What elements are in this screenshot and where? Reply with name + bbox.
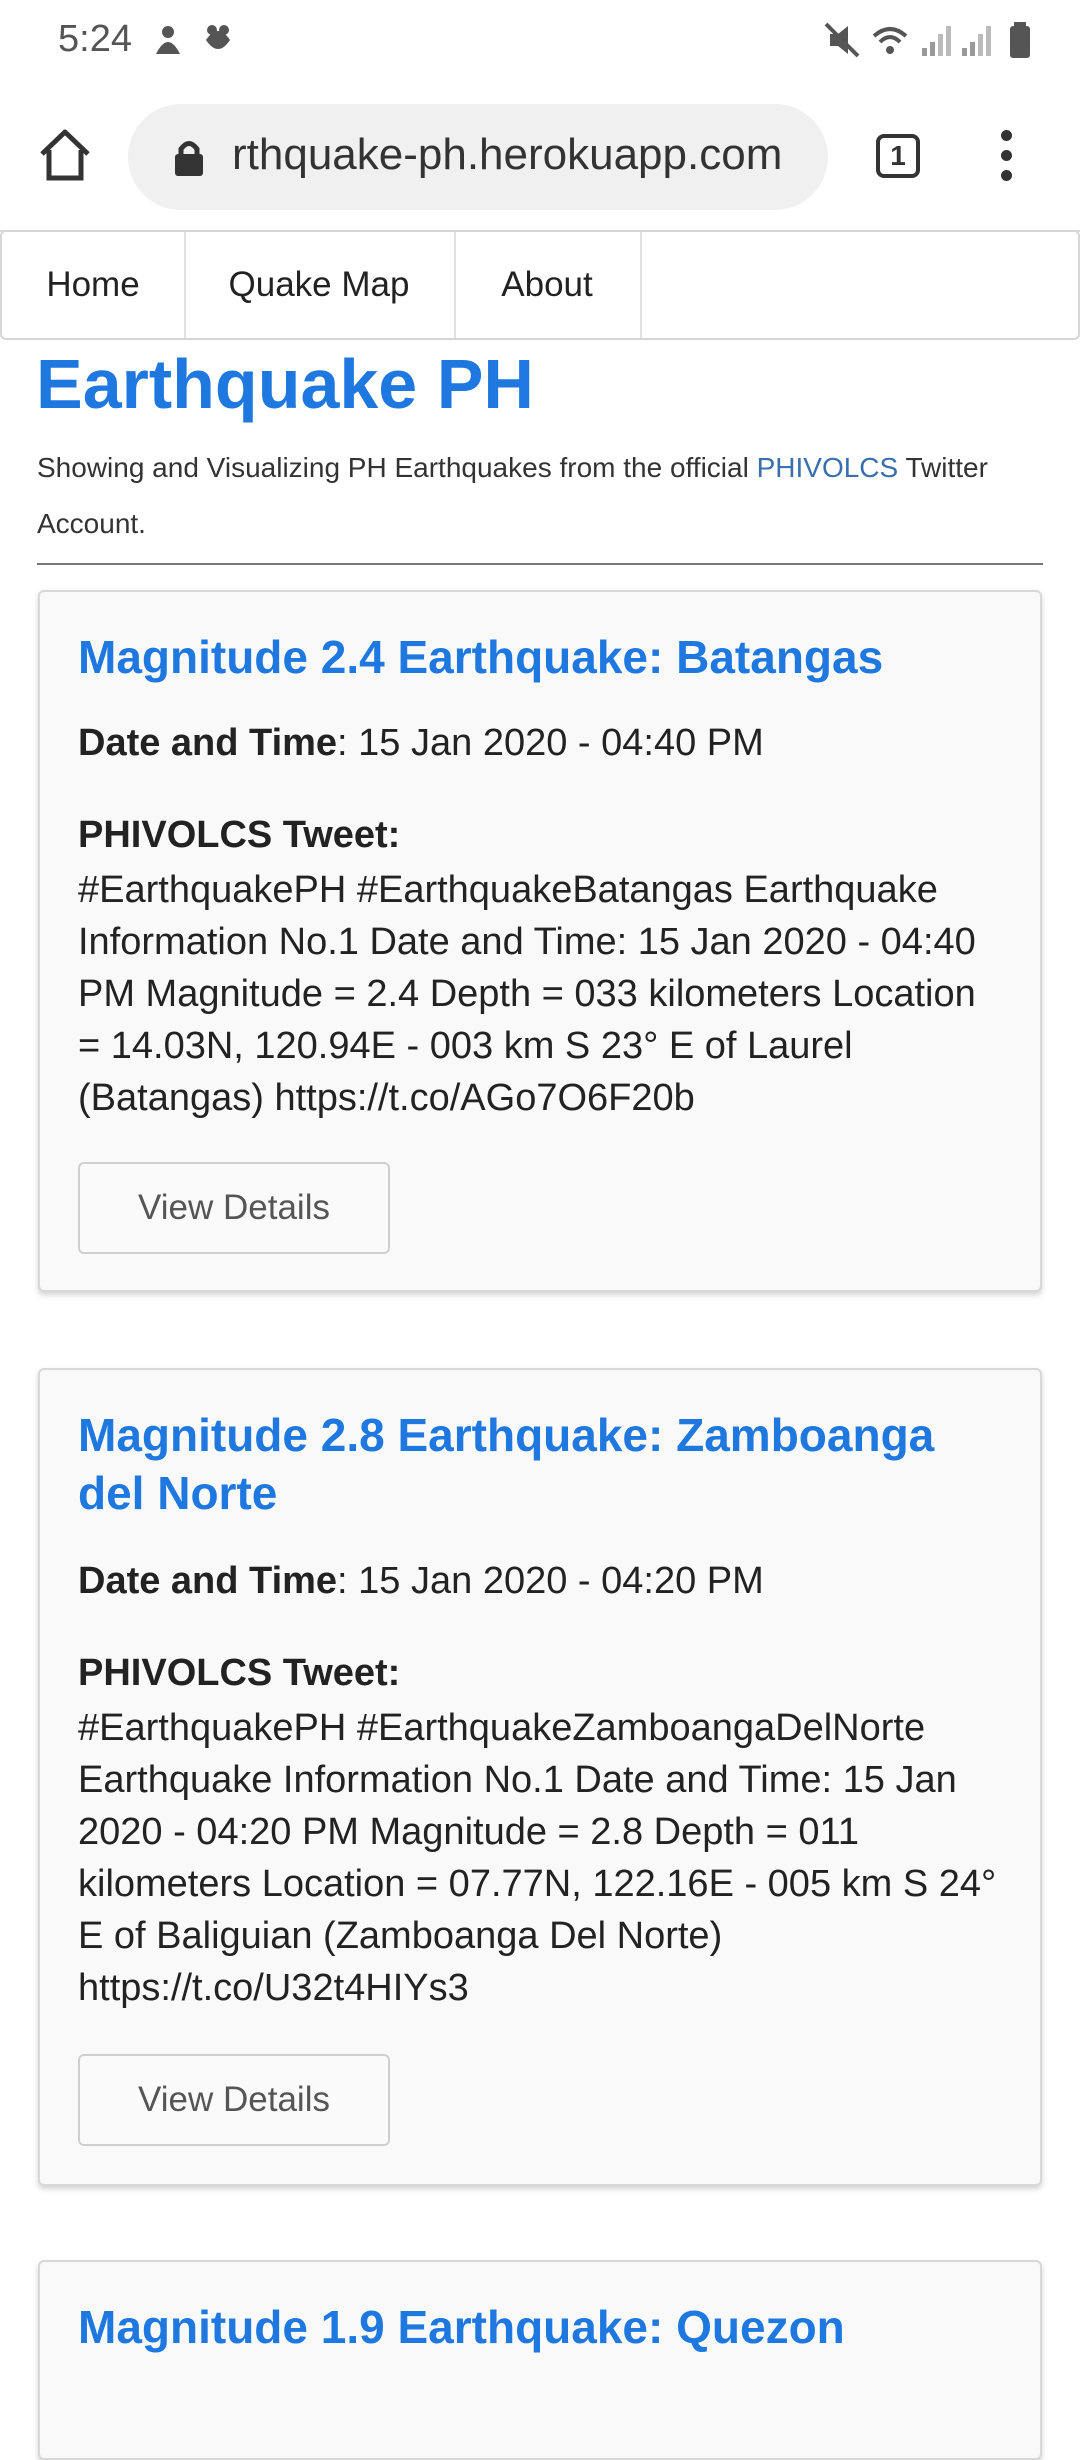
quake-title[interactable]: Magnitude 1.9 Earthquake: Quezon: [78, 2301, 845, 2353]
quake-card: Magnitude 2.4 Earthquake: Batangas Date …: [38, 590, 1042, 1292]
tweet-text: #EarthquakePH #EarthquakeBatangas Earthq…: [78, 869, 976, 1119]
status-bar: 5:24: [0, 0, 1080, 84]
view-details-button[interactable]: View Details: [78, 2054, 390, 2146]
site-nav: Home Quake Map About: [0, 230, 1080, 340]
quake-card: Magnitude 1.9 Earthquake: Quezon: [38, 2260, 1042, 2460]
tweet-text: #EarthquakePH #EarthquakeZamboangaDelNor…: [78, 1707, 997, 2009]
quake-title[interactable]: Magnitude 2.4 Earthquake: Batangas: [78, 631, 884, 683]
app-notification-icon: [206, 25, 230, 49]
lock-icon: [175, 141, 203, 176]
nav-about[interactable]: About: [454, 232, 642, 338]
phivolcs-link[interactable]: PHIVOLCS: [756, 452, 899, 483]
battery-icon: [1010, 22, 1030, 58]
date-time-label: Date and Time: [78, 722, 338, 764]
quake-card: Magnitude 2.8 Earthquake: Zamboanga del …: [38, 1368, 1042, 2186]
subtitle-text: Showing and Visualizing PH Earthquakes f…: [37, 452, 757, 483]
quake-date-time: Date and Time: 15 Jan 2020 - 04:40 PM: [78, 722, 764, 765]
header-divider: [37, 563, 1043, 565]
signal-icon: [922, 26, 951, 56]
nav-quake-map[interactable]: Quake Map: [184, 232, 456, 338]
browser-toolbar: rthquake-ph.herokuapp.com 1: [0, 84, 1080, 232]
subtitle-text-end: Twitter Account.: [37, 452, 988, 539]
more-menu-icon[interactable]: [996, 130, 1016, 184]
notification-icon: [156, 26, 180, 54]
view-details-button[interactable]: View Details: [78, 1162, 390, 1254]
signal-2-icon: [962, 26, 991, 56]
tweet-label: PHIVOLCS Tweet:: [78, 1652, 401, 1694]
quake-title[interactable]: Magnitude 2.8 Earthquake: Zamboanga del …: [78, 1409, 935, 1519]
mute-icon: [824, 22, 860, 58]
page-subtitle: Showing and Visualizing PH Earthquakes f…: [37, 440, 1047, 552]
wifi-icon: [872, 27, 908, 54]
nav-home[interactable]: Home: [2, 232, 186, 338]
status-time: 5:24: [58, 18, 132, 60]
home-icon[interactable]: [34, 124, 96, 186]
url-text: rthquake-ph.herokuapp.com: [232, 130, 783, 179]
page-title: Earthquake PH: [36, 345, 534, 423]
address-bar[interactable]: rthquake-ph.herokuapp.com: [128, 104, 828, 210]
date-time-label: Date and Time: [78, 1560, 338, 1602]
date-time-value: : 15 Jan 2020 - 04:20 PM: [337, 1560, 764, 1602]
tweet-label: PHIVOLCS Tweet:: [78, 814, 401, 856]
tab-switcher-button[interactable]: 1: [876, 134, 920, 178]
date-time-value: : 15 Jan 2020 - 04:40 PM: [337, 722, 764, 764]
quake-date-time: Date and Time: 15 Jan 2020 - 04:20 PM: [78, 1560, 764, 1603]
